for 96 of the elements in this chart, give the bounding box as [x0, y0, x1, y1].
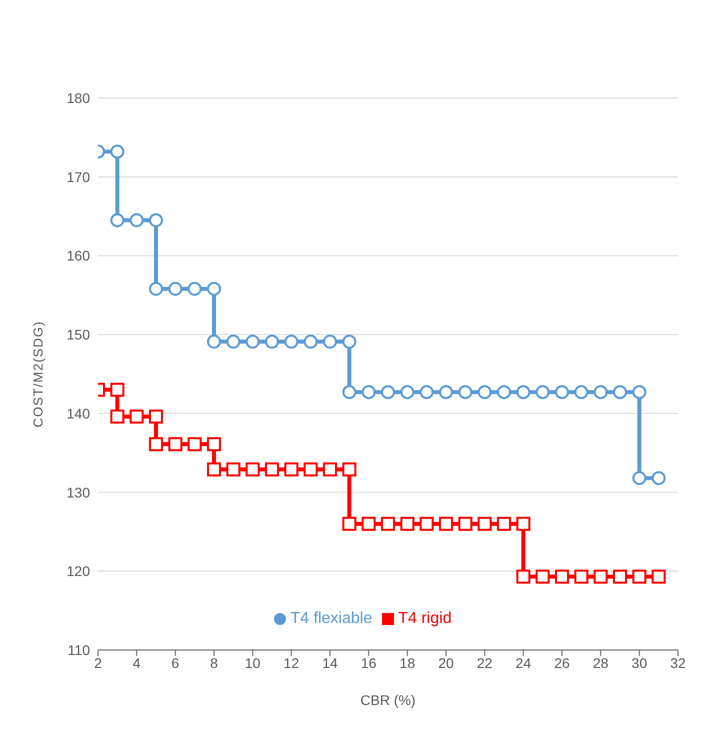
- point: [400, 516, 414, 531]
- y-axis-title: COST/M2(SDG): [30, 320, 46, 428]
- point: [149, 213, 163, 228]
- point: [381, 516, 395, 531]
- x-tick-label: 6: [171, 654, 180, 671]
- point: [342, 516, 356, 531]
- point: [246, 334, 260, 349]
- point: [226, 334, 240, 349]
- point: [207, 282, 221, 296]
- x-tick-label: 16: [360, 654, 377, 671]
- point: [420, 516, 434, 531]
- point: [516, 516, 530, 531]
- point: [149, 410, 163, 424]
- point: [497, 516, 511, 531]
- point: [130, 213, 144, 228]
- point: [536, 570, 550, 584]
- point: [284, 462, 298, 476]
- point: [226, 462, 240, 476]
- x-tick-label: 12: [284, 654, 300, 671]
- point: [613, 570, 627, 584]
- point: [497, 385, 511, 400]
- point: [149, 437, 163, 452]
- y-tick-label: 180: [66, 90, 90, 106]
- x-tick-label: 10: [244, 654, 261, 671]
- point: [574, 385, 588, 400]
- point: [207, 437, 221, 452]
- point: [188, 282, 202, 296]
- point: [323, 334, 337, 349]
- x-tick-label: 20: [438, 654, 454, 671]
- x-tick-label: 28: [592, 654, 609, 671]
- point: [110, 410, 124, 424]
- legend-label: T4 flexiable: [290, 610, 372, 627]
- x-tick-label: 4: [132, 654, 141, 671]
- point: [265, 462, 279, 476]
- point: [168, 282, 182, 296]
- point: [574, 570, 588, 584]
- point: [362, 385, 376, 400]
- point: [304, 334, 318, 349]
- point: [458, 516, 472, 531]
- y-tick-label: 120: [66, 563, 90, 580]
- x-tick-label: 22: [476, 654, 493, 671]
- y-tick-label: 150: [66, 326, 90, 343]
- x-tick-label: 14: [322, 654, 338, 671]
- point: [110, 144, 124, 159]
- point: [555, 385, 569, 400]
- point: [110, 213, 124, 228]
- point: [149, 282, 163, 296]
- point: [555, 570, 569, 584]
- y-tick-label: 110: [68, 642, 90, 658]
- point: [458, 385, 472, 400]
- x-axis-title: CBR (%): [360, 692, 416, 708]
- point: [110, 382, 124, 397]
- point: [632, 570, 646, 584]
- point: [342, 462, 356, 476]
- point: [130, 410, 144, 424]
- point: [265, 334, 279, 349]
- point: [342, 385, 356, 400]
- point: [594, 570, 608, 584]
- y-tick-label: 160: [66, 248, 90, 264]
- y-tick-label: 170: [66, 168, 90, 185]
- point: [207, 462, 221, 476]
- x-tick-label: 8: [210, 654, 218, 671]
- point: [362, 516, 376, 531]
- point: [207, 334, 221, 349]
- point: [420, 385, 434, 400]
- point: [304, 462, 318, 476]
- point: [246, 462, 260, 476]
- x-tick-label: 32: [670, 654, 686, 671]
- legend-label: T4 rigid: [398, 610, 452, 627]
- point: [168, 437, 182, 452]
- y-tick-label: 140: [66, 405, 90, 422]
- x-tick-label: 18: [400, 654, 416, 671]
- x-tick-label: 30: [632, 654, 648, 671]
- x-tick-label: 2: [94, 654, 102, 671]
- x-tick-label: 26: [554, 654, 570, 671]
- point: [381, 385, 395, 400]
- point: [284, 334, 298, 349]
- point: [516, 385, 530, 400]
- y-tick-label: 130: [66, 484, 90, 500]
- point: [439, 385, 453, 400]
- point: [188, 437, 202, 452]
- point: [400, 385, 414, 400]
- point: [652, 471, 666, 486]
- point: [342, 334, 356, 349]
- point: [323, 462, 337, 476]
- point: [478, 516, 492, 531]
- point: [652, 570, 666, 584]
- point: [439, 516, 453, 531]
- point: [516, 570, 530, 584]
- point: [632, 385, 646, 400]
- point: [536, 385, 550, 400]
- point: [594, 385, 608, 400]
- x-tick-label: 24: [516, 654, 532, 671]
- point: [478, 385, 492, 400]
- point: [632, 471, 646, 486]
- point: [613, 385, 627, 400]
